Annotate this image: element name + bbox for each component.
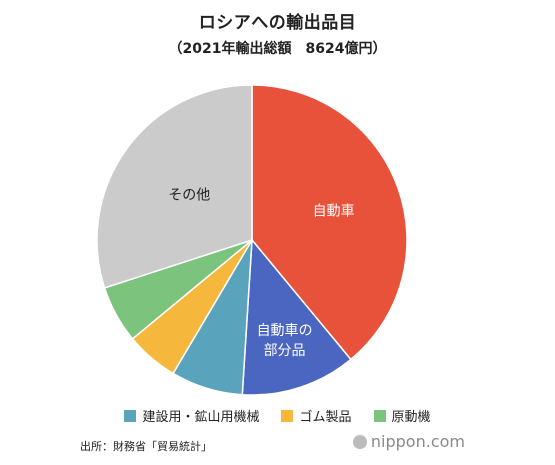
legend-swatch (281, 409, 294, 422)
slice-label-5: その他 (168, 187, 210, 203)
legend-label: 原動機 (391, 410, 431, 425)
legend-item-construction-machinery: 建設用・鉱山用機械 (124, 406, 259, 425)
chart-subtitle: （2021年輸出総額 8624億円） (168, 41, 387, 57)
pie-slice-1 (241, 238, 352, 396)
slice-label-1: 自動車の部分品 (257, 322, 313, 359)
legend-item-rubber-products: ゴム製品 (281, 406, 352, 425)
chart-title: ロシアへの輸出品目 (198, 13, 357, 33)
pie-slice-0 (251, 84, 408, 361)
legend-label: 建設用・鉱山用機械 (142, 410, 260, 425)
slice-label-0: 自動車 (313, 203, 355, 220)
nippon-logo[interactable]: nippon.com (352, 432, 465, 451)
pie-slice-5 (96, 84, 253, 289)
legend-item-engines: 原動機 (373, 406, 431, 425)
nippon-logo-icon (352, 434, 367, 449)
legend-swatch (373, 409, 386, 422)
legend-label: ゴム製品 (299, 410, 352, 425)
legend-swatch (124, 409, 137, 422)
chart-legend: 建設用・鉱山用機械 ゴム製品 原動機 (0, 406, 555, 425)
source-note: 出所：財務省「貿易統計」 (80, 440, 212, 453)
nippon-logo-text: nippon.com (370, 432, 465, 451)
